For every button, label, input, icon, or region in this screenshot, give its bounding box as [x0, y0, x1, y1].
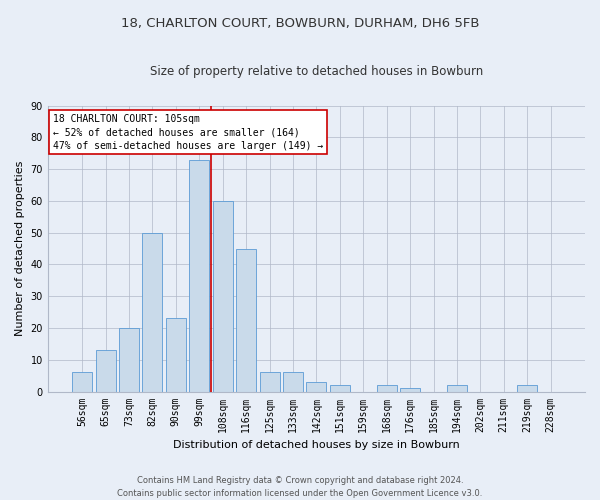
- Bar: [447, 385, 467, 392]
- Title: Size of property relative to detached houses in Bowburn: Size of property relative to detached ho…: [150, 65, 483, 78]
- Bar: [190, 160, 209, 392]
- Bar: [400, 388, 420, 392]
- Bar: [260, 372, 280, 392]
- Text: Contains HM Land Registry data © Crown copyright and database right 2024.
Contai: Contains HM Land Registry data © Crown c…: [118, 476, 482, 498]
- Bar: [377, 385, 397, 392]
- Bar: [517, 385, 537, 392]
- Bar: [236, 248, 256, 392]
- Bar: [213, 201, 233, 392]
- Bar: [119, 328, 139, 392]
- Bar: [95, 350, 116, 392]
- Bar: [166, 318, 186, 392]
- Bar: [330, 385, 350, 392]
- Bar: [142, 232, 163, 392]
- Bar: [72, 372, 92, 392]
- Y-axis label: Number of detached properties: Number of detached properties: [15, 161, 25, 336]
- Bar: [307, 382, 326, 392]
- X-axis label: Distribution of detached houses by size in Bowburn: Distribution of detached houses by size …: [173, 440, 460, 450]
- Text: 18 CHARLTON COURT: 105sqm
← 52% of detached houses are smaller (164)
47% of semi: 18 CHARLTON COURT: 105sqm ← 52% of detac…: [53, 114, 323, 150]
- Text: 18, CHARLTON COURT, BOWBURN, DURHAM, DH6 5FB: 18, CHARLTON COURT, BOWBURN, DURHAM, DH6…: [121, 18, 479, 30]
- Bar: [283, 372, 303, 392]
